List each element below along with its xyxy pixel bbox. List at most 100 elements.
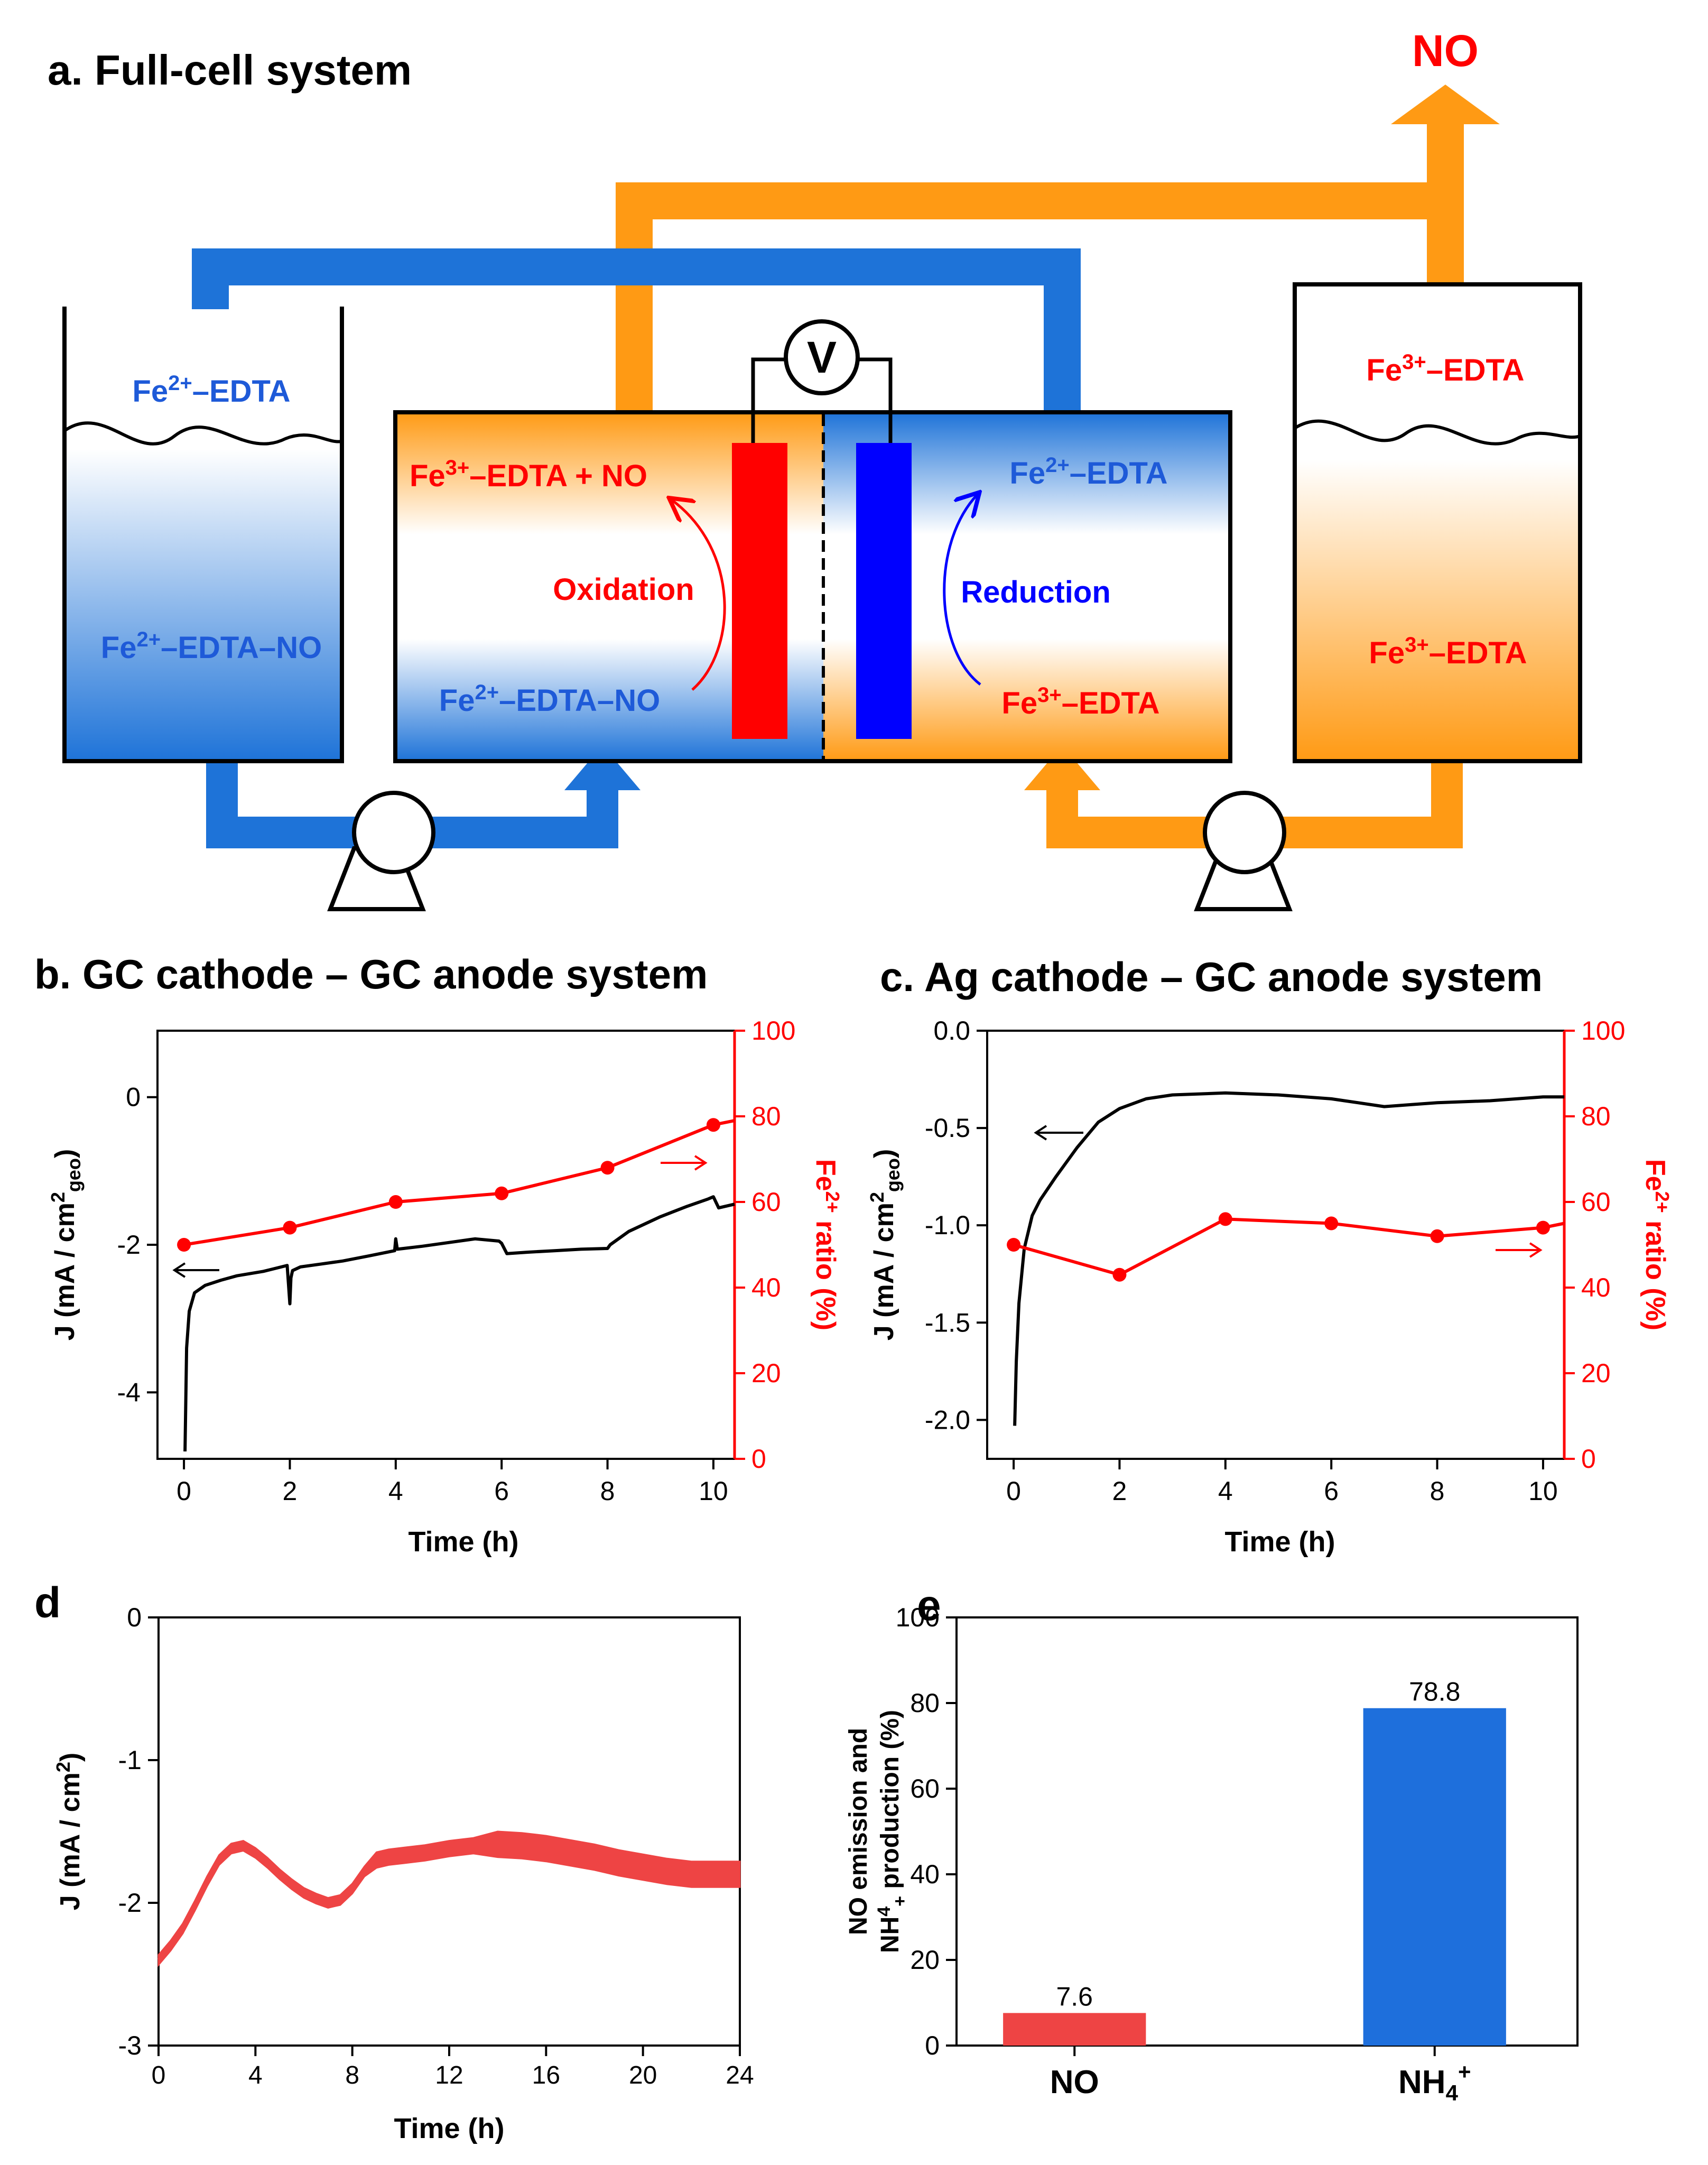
x-tick-label: 8: [345, 2061, 359, 2089]
data-point: [283, 1220, 297, 1235]
y-right-tick-label: 60: [1581, 1187, 1611, 1217]
category-label: NO: [1050, 2064, 1099, 2101]
panel-d-xlabel: Time (h): [394, 2113, 504, 2144]
right-tank: Fe3+–EDTA Fe3+–EDTA: [1293, 282, 1582, 763]
panel-b-ticks: 0 2 4 6 8 10 -4 -2 0 0 20 40 60 80 100: [117, 1016, 796, 1506]
anode-top-label: Fe3+–EDTA + NO: [410, 456, 647, 493]
x-tick-label: 0: [177, 1476, 191, 1506]
panel-b-chart: b. GC cathode – GC anode system 0 2 4 6 8 10 -…: [34, 951, 843, 1558]
voltmeter: [784, 319, 860, 395]
series-line-fe2--ratio: [183, 1119, 735, 1246]
y-right-tick-label: 80: [751, 1102, 781, 1131]
y-right-tick-label: 20: [751, 1358, 781, 1388]
pump-right: [1194, 791, 1293, 911]
x-tick-label: 4: [388, 1476, 403, 1506]
panel-d-frame: [157, 1616, 741, 2047]
reduction-arrow: [943, 494, 980, 686]
panel-e-bars: 7.6 78.8: [1003, 1677, 1506, 2046]
panel-d-series: [157, 1830, 741, 1967]
panel-c-ticks: 0 2 4 6 8 10 -2.0 -1.5 -1.0 -0.5 0.0 0 20 40 60 80 100: [925, 1016, 1626, 1506]
y-right-tick-label: 100: [1581, 1016, 1625, 1046]
oxidation-arrow: [671, 499, 726, 691]
panel-e-ticks: 0 20 40 60 80 100 NO NH4+: [896, 1603, 1471, 2105]
panel-d-ylabel: J (mA / cm2): [52, 1753, 86, 1910]
bar-value-label: 78.8: [1409, 1677, 1460, 1707]
category-label: NH4+: [1398, 2059, 1471, 2105]
x-tick-label: 0: [1006, 1476, 1021, 1506]
cathode-bottom-label: Fe3+–EDTA: [1001, 683, 1159, 720]
data-point: [600, 1161, 615, 1175]
orange-pipe-top: [616, 182, 1445, 420]
left-tank: Fe2+–EDTA Fe2+–EDTA–NO: [62, 307, 344, 763]
y-tick-label: 60: [910, 1774, 940, 1803]
data-point: [1324, 1216, 1339, 1230]
y-right-tick-label: 60: [751, 1187, 781, 1217]
right-tank-bottom-label: Fe3+–EDTA: [1369, 633, 1527, 670]
no-outflow-arrowhead: [1391, 85, 1500, 124]
panel-d-title: d: [34, 1579, 61, 1627]
panel-e-title: e: [917, 1581, 941, 1630]
panel-b-frame: [156, 1030, 736, 1460]
x-tick-label: 6: [494, 1476, 509, 1506]
data-point: [177, 1238, 191, 1252]
panel-b-ylabel: J (mA / cm2geo): [47, 1149, 85, 1340]
data-point: [1112, 1267, 1127, 1282]
x-tick-label: 12: [435, 2061, 463, 2089]
electrochemical-cell: V Fe3+–EDTA + NO Fe2+–EDTA–NO Oxidation …: [393, 319, 1232, 763]
x-tick-label: 0: [152, 2061, 166, 2089]
panel-b-series: [177, 1118, 735, 1452]
panel-c-title: c. Ag cathode – GC anode system: [880, 954, 1543, 1000]
y-right-tick-label: 20: [1581, 1358, 1611, 1388]
x-tick-label: 4: [1218, 1476, 1233, 1506]
y-tick-label: 0.0: [933, 1016, 970, 1046]
y-tick-label: -4: [117, 1377, 141, 1407]
y-tick-label: 0: [925, 2031, 940, 2060]
orange-pipe-right: [1427, 119, 1464, 304]
series-line-j: [157, 1843, 740, 1961]
y-tick-label: 80: [910, 1688, 940, 1718]
pump-left: [327, 791, 435, 911]
panel-c-ylabel-right: Fe2+ ratio (%): [1640, 1159, 1673, 1330]
x-tick-label: 8: [600, 1476, 615, 1506]
data-point: [388, 1195, 403, 1209]
x-tick-label: 20: [629, 2061, 657, 2089]
y-tick-label: -2.0: [925, 1405, 970, 1435]
data-point: [706, 1118, 720, 1132]
y-tick-label: -2: [117, 1230, 141, 1260]
cathode-top-label: Fe2+–EDTA: [1009, 454, 1167, 491]
y-tick-label: -1.0: [925, 1210, 970, 1240]
x-tick-label: 4: [248, 2061, 263, 2089]
anode-electrode: [732, 443, 787, 739]
y-right-tick-label: 100: [751, 1016, 795, 1046]
oxidation-label: Oxidation: [553, 572, 694, 607]
y-tick-label: 20: [910, 1945, 940, 1975]
bar-value-label: 7.6: [1056, 1982, 1093, 2011]
x-tick-label: 6: [1324, 1476, 1339, 1506]
y-right-tick-label: 80: [1581, 1102, 1611, 1131]
panel-e-chart: e 0 20 40 60 80 100 NO NH4+ 7.6 78.8 NO emission…: [844, 1581, 1579, 2105]
left-tank-bottom-label: Fe2+–EDTA–NO: [101, 628, 322, 665]
panel-d-chart: d 0 4 8 12 16 20 24 -3 -2 -1 0 Time (h) J (mA / cm…: [34, 1579, 754, 2144]
series-line-j: [183, 1195, 735, 1452]
y-tick-label: -1.5: [925, 1308, 970, 1337]
anode-inflow-arrowhead: [564, 745, 640, 790]
panel-c-ylabel: J (mA / cm2geo): [866, 1149, 904, 1340]
reduction-label: Reduction: [961, 575, 1111, 609]
panel-c-series: [1007, 1091, 1565, 1426]
y-tick-label: -2: [118, 1888, 142, 1918]
series-line-fe2--ratio: [1013, 1217, 1565, 1276]
y-right-tick-label: 40: [1581, 1273, 1611, 1302]
panel-e-frame: [955, 1616, 1579, 2047]
y-tick-label: 0: [127, 1603, 142, 1632]
y-tick-label: 0: [126, 1082, 141, 1112]
y-right-tick-label: 40: [751, 1273, 781, 1302]
y-tick-label: 100: [896, 1603, 940, 1632]
left-tank-top-label: Fe2+–EDTA: [132, 372, 290, 409]
cathode-inflow-arrowhead: [1024, 745, 1100, 790]
panel-c-chart: c. Ag cathode – GC anode system 0 2 4 6 8 10 -…: [866, 954, 1673, 1558]
data-point: [1218, 1212, 1232, 1226]
no-output-label: NO: [1412, 26, 1479, 76]
x-tick-label: 2: [283, 1476, 298, 1506]
cathode-electrode: [856, 443, 912, 739]
